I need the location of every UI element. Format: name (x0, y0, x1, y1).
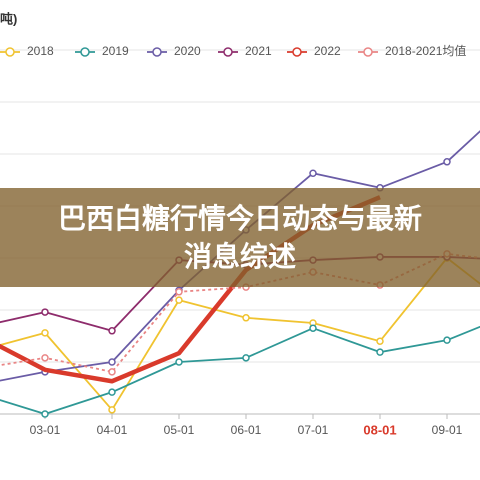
legend-marker (363, 47, 373, 57)
point (41, 308, 49, 316)
legend-marker (223, 47, 233, 57)
legend-marker (152, 47, 162, 57)
x-tick-label: 03-01 (30, 423, 61, 437)
y-axis-label: 吨) (0, 11, 17, 26)
legend-marker (80, 47, 90, 57)
legend-label: 2022 (314, 44, 341, 58)
title-banner: 巴西白糖行情今日动态与最新消息综述 (0, 188, 480, 287)
x-tick-label: 07-01 (298, 423, 329, 437)
point (242, 314, 250, 322)
legend-label: 2019 (102, 44, 129, 58)
legend-label: 2021 (245, 44, 272, 58)
legend-label: 2018 (27, 44, 54, 58)
x-tick-label: 04-01 (97, 423, 128, 437)
point (175, 288, 183, 296)
title: 巴西白糖行情今日动态与最新消息综述 (57, 202, 422, 272)
legend-label: 2018-2021均值 (385, 43, 466, 58)
x-tick-label: 05-01 (164, 423, 195, 437)
point (108, 388, 116, 396)
x-tick-label: 09-01 (432, 423, 463, 437)
point (175, 296, 183, 304)
x-tick-label: 06-01 (231, 423, 262, 437)
point (108, 358, 116, 366)
point (376, 337, 384, 345)
point (175, 358, 183, 366)
point (41, 354, 49, 362)
point (309, 324, 317, 332)
point (41, 329, 49, 337)
point (443, 336, 451, 344)
x-tick-label: 08-01 (363, 422, 396, 437)
point (108, 406, 116, 414)
point (108, 368, 116, 376)
point (242, 354, 250, 362)
point (309, 169, 317, 177)
legend-marker (5, 47, 15, 57)
legend-marker (292, 47, 302, 57)
point (41, 410, 49, 418)
point (376, 348, 384, 356)
point (443, 158, 451, 166)
legend-label: 2020 (174, 44, 201, 58)
point (108, 327, 116, 335)
